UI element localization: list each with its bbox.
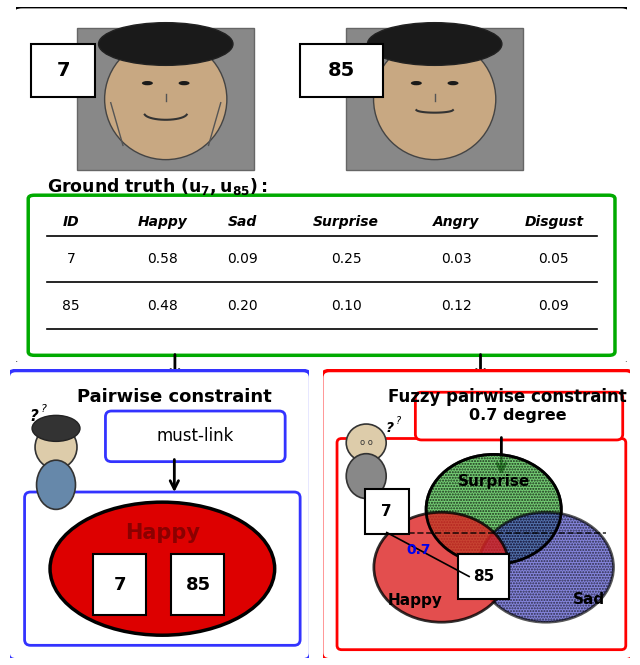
Text: ?: ? xyxy=(41,404,47,414)
Ellipse shape xyxy=(374,39,496,160)
Text: 0.58: 0.58 xyxy=(147,252,178,266)
FancyBboxPatch shape xyxy=(24,492,300,645)
Text: 85: 85 xyxy=(328,61,355,80)
Text: 7: 7 xyxy=(381,504,392,519)
FancyBboxPatch shape xyxy=(458,554,509,599)
Text: 0.12: 0.12 xyxy=(441,299,472,313)
Ellipse shape xyxy=(179,81,189,85)
Text: 0.09: 0.09 xyxy=(538,299,569,313)
FancyBboxPatch shape xyxy=(77,28,254,170)
FancyBboxPatch shape xyxy=(365,489,409,534)
Text: ?: ? xyxy=(385,422,393,436)
Ellipse shape xyxy=(447,81,458,85)
Text: 7: 7 xyxy=(56,61,70,80)
FancyBboxPatch shape xyxy=(106,411,285,462)
Text: 0.09: 0.09 xyxy=(227,252,257,266)
Ellipse shape xyxy=(426,454,561,565)
Ellipse shape xyxy=(346,454,386,499)
Text: Sad: Sad xyxy=(227,215,257,229)
FancyBboxPatch shape xyxy=(322,370,634,660)
Ellipse shape xyxy=(36,460,76,509)
FancyBboxPatch shape xyxy=(346,28,524,170)
Text: Pairwise constraint: Pairwise constraint xyxy=(77,388,272,406)
Text: must-link: must-link xyxy=(157,427,234,445)
Text: Disgust: Disgust xyxy=(524,215,584,229)
Text: 85: 85 xyxy=(186,576,211,594)
Ellipse shape xyxy=(142,81,153,85)
Text: 7: 7 xyxy=(114,576,127,594)
Text: Sad: Sad xyxy=(573,592,605,606)
Text: 85: 85 xyxy=(62,299,80,313)
Text: 0.7: 0.7 xyxy=(406,543,431,557)
FancyBboxPatch shape xyxy=(28,196,615,355)
FancyBboxPatch shape xyxy=(337,438,626,650)
Ellipse shape xyxy=(367,23,502,65)
Text: ?: ? xyxy=(396,416,401,426)
Ellipse shape xyxy=(104,39,227,160)
FancyBboxPatch shape xyxy=(13,7,630,364)
Text: ID: ID xyxy=(63,215,79,229)
FancyBboxPatch shape xyxy=(31,44,95,97)
Text: 0.20: 0.20 xyxy=(227,299,257,313)
Text: 7: 7 xyxy=(67,252,76,266)
Ellipse shape xyxy=(32,416,80,442)
Text: 0.7 degree: 0.7 degree xyxy=(470,408,567,424)
Ellipse shape xyxy=(478,512,614,622)
Ellipse shape xyxy=(346,424,386,462)
Text: Happy: Happy xyxy=(138,215,188,229)
Text: Surprise: Surprise xyxy=(458,474,530,489)
FancyBboxPatch shape xyxy=(93,554,146,615)
Text: 0.05: 0.05 xyxy=(538,252,569,266)
Ellipse shape xyxy=(35,426,77,469)
Text: 0.10: 0.10 xyxy=(331,299,362,313)
Text: Surprise: Surprise xyxy=(313,215,379,229)
Text: ?: ? xyxy=(29,409,38,424)
Text: 0.03: 0.03 xyxy=(441,252,472,266)
Ellipse shape xyxy=(99,23,233,65)
Text: o o: o o xyxy=(360,438,372,448)
Text: 85: 85 xyxy=(473,569,494,584)
Ellipse shape xyxy=(50,502,275,635)
Text: 0.48: 0.48 xyxy=(147,299,178,313)
FancyBboxPatch shape xyxy=(172,554,224,615)
Text: $\mathbf{Ground\ truth\ (u_{7},u_{85}):}$: $\mathbf{Ground\ truth\ (u_{7},u_{85}):}… xyxy=(47,176,268,197)
Ellipse shape xyxy=(374,512,509,622)
Text: Fuzzy pairwise constraint: Fuzzy pairwise constraint xyxy=(388,388,627,406)
Text: Happy: Happy xyxy=(388,593,443,608)
Text: Angry: Angry xyxy=(433,215,479,229)
FancyBboxPatch shape xyxy=(8,370,310,660)
Text: 0.25: 0.25 xyxy=(331,252,362,266)
FancyBboxPatch shape xyxy=(300,44,383,97)
FancyBboxPatch shape xyxy=(415,392,623,440)
Text: Happy: Happy xyxy=(125,523,200,543)
Ellipse shape xyxy=(411,81,422,85)
